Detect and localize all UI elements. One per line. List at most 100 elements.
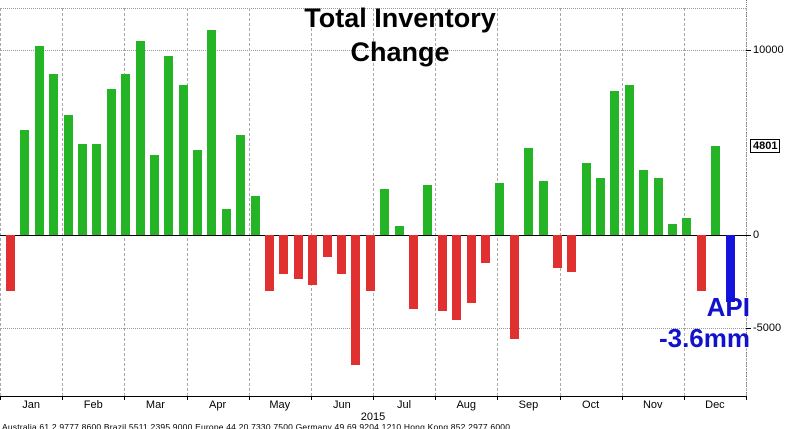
bar bbox=[538, 181, 548, 235]
bar bbox=[682, 218, 692, 235]
bar bbox=[452, 235, 462, 321]
bar bbox=[552, 235, 562, 269]
bar bbox=[106, 88, 116, 235]
x-axis-month-label: Sep bbox=[518, 399, 539, 411]
x-axis-month-label: Jan bbox=[22, 399, 40, 411]
x-axis-tick bbox=[373, 396, 374, 400]
x-axis-tick bbox=[62, 396, 64, 400]
x-axis-month-label: Dec bbox=[705, 399, 725, 411]
grid-line-month-boundary bbox=[310, 8, 312, 396]
x-axis-tick bbox=[559, 396, 561, 400]
bar bbox=[49, 74, 59, 235]
grid-line-month-boundary bbox=[248, 8, 250, 396]
y-axis-current-value-label: 4801 bbox=[750, 139, 781, 154]
bar bbox=[567, 235, 577, 272]
bar bbox=[20, 129, 30, 235]
bar bbox=[308, 235, 318, 285]
x-axis-month-label: Jul bbox=[397, 399, 412, 411]
x-axis-month-label: Nov bbox=[642, 399, 663, 411]
x-axis-month-label: Oct bbox=[582, 399, 600, 411]
x-axis-tick bbox=[124, 396, 126, 400]
bar bbox=[408, 235, 418, 310]
x-axis-tick bbox=[435, 396, 437, 400]
grid-line-month-boundary bbox=[0, 8, 1, 396]
bar bbox=[495, 183, 505, 235]
y-axis-tick bbox=[746, 327, 751, 329]
bar bbox=[293, 235, 303, 280]
bar bbox=[624, 85, 634, 235]
grid-line-month-boundary bbox=[62, 8, 64, 396]
bar bbox=[265, 235, 275, 291]
bar bbox=[668, 223, 678, 235]
bar bbox=[711, 146, 721, 235]
grid-line-month-boundary bbox=[559, 8, 561, 396]
bloomberg-footer-text: Australia 61 2 9777 8600 Brazil 5511 239… bbox=[2, 422, 511, 429]
y-axis-tick bbox=[746, 235, 751, 236]
api-bar bbox=[725, 235, 735, 302]
x-axis-tick bbox=[746, 396, 747, 400]
bar bbox=[480, 235, 490, 263]
y-axis-tick bbox=[746, 49, 751, 51]
x-axis-tick bbox=[621, 396, 623, 400]
bar bbox=[149, 155, 159, 235]
x-axis-year-label: 2015 bbox=[360, 411, 386, 423]
x-axis-tick bbox=[310, 396, 312, 400]
x-axis-month-label: Apr bbox=[209, 399, 227, 411]
bar bbox=[164, 55, 174, 235]
api-annotation-line2: -3.6mm bbox=[658, 323, 750, 354]
bar bbox=[34, 46, 44, 235]
bar bbox=[63, 114, 73, 235]
x-axis-tick bbox=[248, 396, 250, 400]
x-axis-month-label: May bbox=[269, 399, 291, 411]
bar bbox=[394, 225, 404, 235]
bar bbox=[92, 144, 102, 235]
x-axis-month-label: Aug bbox=[456, 399, 477, 411]
bar bbox=[596, 177, 606, 235]
grid-line-month-boundary bbox=[373, 8, 374, 396]
api-annotation: API -3.6mm bbox=[659, 292, 750, 354]
bar bbox=[365, 235, 375, 291]
x-axis-tick bbox=[497, 396, 499, 400]
bar bbox=[207, 29, 217, 235]
x-axis-tick bbox=[186, 396, 188, 400]
x-axis-month-label: Jun bbox=[333, 399, 351, 411]
bar bbox=[279, 235, 289, 274]
bar bbox=[466, 235, 476, 304]
bar bbox=[524, 148, 534, 235]
bar bbox=[380, 188, 390, 235]
bar bbox=[221, 209, 231, 235]
bar bbox=[351, 235, 361, 365]
bar bbox=[639, 170, 649, 235]
bar bbox=[581, 162, 591, 235]
bar bbox=[236, 135, 246, 235]
bar bbox=[423, 185, 433, 235]
y-axis-label: 0 bbox=[753, 229, 760, 241]
bar bbox=[653, 177, 663, 235]
y-axis-label: -5000 bbox=[753, 321, 782, 334]
bar bbox=[121, 74, 131, 235]
bar bbox=[193, 149, 203, 235]
x-axis-month-label: Feb bbox=[83, 399, 103, 411]
x-axis-tick bbox=[0, 396, 1, 400]
plot-area bbox=[0, 0, 747, 397]
grid-line-month-boundary bbox=[683, 8, 685, 396]
bar bbox=[337, 235, 347, 274]
bar bbox=[610, 90, 620, 235]
bar bbox=[250, 196, 260, 235]
grid-line-month-boundary bbox=[435, 8, 437, 396]
x-axis-tick bbox=[683, 396, 685, 400]
bar bbox=[178, 85, 188, 235]
bar bbox=[135, 40, 145, 235]
grid-line-month-boundary bbox=[621, 8, 623, 396]
bar bbox=[509, 235, 519, 339]
bar bbox=[696, 235, 706, 291]
grid-line-month-boundary bbox=[746, 8, 747, 396]
x-axis-month-label: Mar bbox=[145, 399, 165, 411]
y-axis-label: 10000 bbox=[753, 43, 784, 56]
bar bbox=[437, 235, 447, 311]
api-annotation-line1: API bbox=[706, 292, 750, 322]
bar bbox=[77, 144, 87, 235]
bar bbox=[6, 235, 15, 291]
bar bbox=[322, 235, 332, 258]
